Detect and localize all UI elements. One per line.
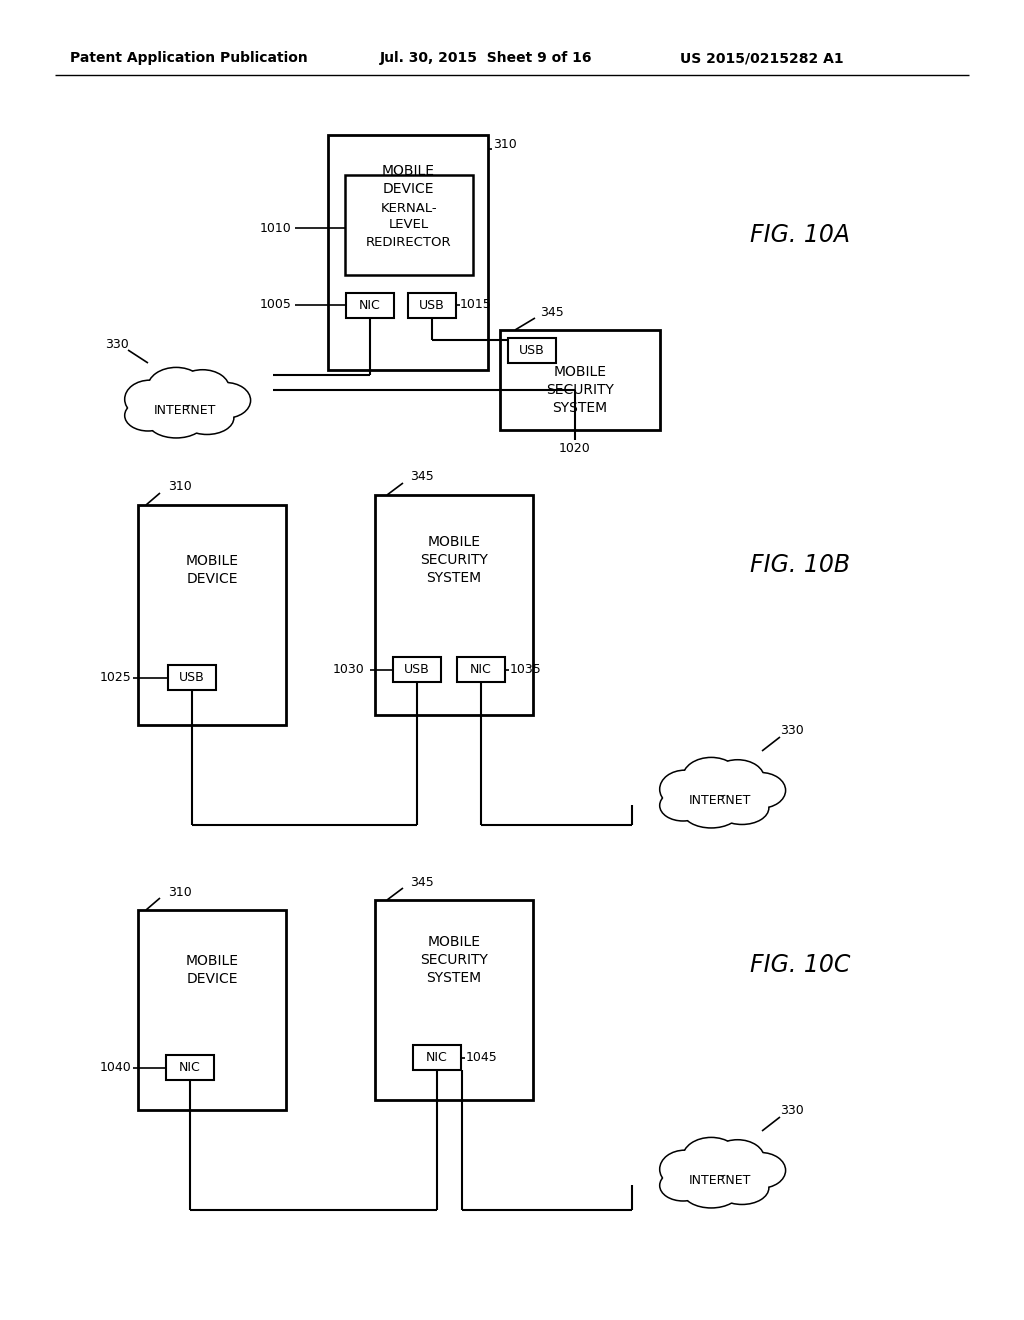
Text: USB: USB bbox=[179, 671, 205, 684]
Text: 1005: 1005 bbox=[260, 298, 292, 312]
Ellipse shape bbox=[660, 1151, 710, 1188]
Ellipse shape bbox=[737, 1154, 784, 1187]
Ellipse shape bbox=[125, 400, 171, 430]
Text: FIG. 10B: FIG. 10B bbox=[750, 553, 850, 577]
Ellipse shape bbox=[150, 407, 204, 437]
Text: 345: 345 bbox=[410, 470, 434, 483]
Text: 330: 330 bbox=[105, 338, 129, 351]
Ellipse shape bbox=[202, 384, 249, 417]
Ellipse shape bbox=[660, 791, 706, 821]
Text: MOBILE
DEVICE: MOBILE DEVICE bbox=[185, 554, 239, 586]
Ellipse shape bbox=[148, 405, 205, 437]
Bar bbox=[328, 135, 488, 370]
Ellipse shape bbox=[181, 403, 232, 433]
Text: USB: USB bbox=[404, 663, 430, 676]
Text: 1020: 1020 bbox=[559, 441, 591, 454]
Ellipse shape bbox=[662, 792, 705, 820]
Ellipse shape bbox=[150, 368, 204, 407]
Text: KERNAL-
LEVEL
REDIRECTOR: KERNAL- LEVEL REDIRECTOR bbox=[367, 202, 452, 248]
Text: 1030: 1030 bbox=[333, 663, 365, 676]
Text: 345: 345 bbox=[540, 305, 564, 318]
Ellipse shape bbox=[126, 401, 170, 429]
Text: MOBILE
SECURITY
SYSTEM: MOBILE SECURITY SYSTEM bbox=[420, 935, 488, 986]
Ellipse shape bbox=[662, 1151, 709, 1187]
Bar bbox=[345, 176, 473, 275]
Text: USB: USB bbox=[519, 345, 545, 356]
Ellipse shape bbox=[125, 380, 174, 417]
Text: Jul. 30, 2015  Sheet 9 of 16: Jul. 30, 2015 Sheet 9 of 16 bbox=[380, 51, 593, 65]
Text: NIC: NIC bbox=[179, 1061, 201, 1074]
Text: NIC: NIC bbox=[359, 300, 381, 312]
Ellipse shape bbox=[736, 774, 785, 808]
Bar bbox=[346, 293, 394, 318]
Ellipse shape bbox=[716, 1172, 768, 1204]
Text: 1010: 1010 bbox=[260, 222, 292, 235]
Ellipse shape bbox=[712, 1140, 764, 1177]
Text: 345: 345 bbox=[410, 875, 434, 888]
Bar bbox=[168, 665, 216, 690]
Ellipse shape bbox=[180, 401, 233, 434]
Ellipse shape bbox=[201, 383, 250, 417]
Ellipse shape bbox=[736, 1152, 785, 1188]
Bar bbox=[393, 657, 441, 682]
Text: 310: 310 bbox=[168, 480, 191, 494]
Text: INTERNET: INTERNET bbox=[689, 1173, 752, 1187]
Text: 330: 330 bbox=[780, 1104, 804, 1117]
Text: 330: 330 bbox=[780, 723, 804, 737]
Text: 310: 310 bbox=[168, 886, 191, 899]
Text: INTERNET: INTERNET bbox=[689, 793, 752, 807]
Ellipse shape bbox=[660, 1171, 706, 1200]
Ellipse shape bbox=[177, 371, 228, 407]
Text: MOBILE
DEVICE: MOBILE DEVICE bbox=[185, 954, 239, 986]
Text: INTERNET: INTERNET bbox=[154, 404, 216, 417]
Ellipse shape bbox=[683, 758, 739, 797]
Ellipse shape bbox=[126, 381, 173, 417]
Ellipse shape bbox=[683, 1138, 739, 1177]
Ellipse shape bbox=[713, 762, 763, 796]
Bar bbox=[408, 293, 456, 318]
Ellipse shape bbox=[684, 1176, 738, 1206]
Bar bbox=[413, 1045, 461, 1071]
Text: US 2015/0215282 A1: US 2015/0215282 A1 bbox=[680, 51, 844, 65]
Bar bbox=[375, 900, 534, 1100]
Text: MOBILE
SECURITY
SYSTEM: MOBILE SECURITY SYSTEM bbox=[420, 535, 488, 585]
Ellipse shape bbox=[683, 795, 739, 828]
Ellipse shape bbox=[713, 1142, 763, 1176]
Bar bbox=[375, 495, 534, 715]
Bar bbox=[508, 338, 556, 363]
Bar bbox=[138, 506, 286, 725]
Text: 1015: 1015 bbox=[460, 298, 492, 312]
Ellipse shape bbox=[684, 759, 738, 796]
Ellipse shape bbox=[737, 774, 784, 807]
Text: NIC: NIC bbox=[470, 663, 492, 676]
Text: MOBILE
DEVICE: MOBILE DEVICE bbox=[382, 164, 434, 197]
Ellipse shape bbox=[662, 772, 709, 807]
Bar bbox=[457, 657, 505, 682]
Ellipse shape bbox=[716, 792, 768, 824]
Bar bbox=[500, 330, 660, 430]
Text: USB: USB bbox=[419, 300, 444, 312]
Ellipse shape bbox=[683, 1175, 739, 1208]
Ellipse shape bbox=[717, 1172, 767, 1203]
Text: NIC: NIC bbox=[426, 1051, 447, 1064]
Ellipse shape bbox=[684, 796, 738, 826]
Bar bbox=[166, 1055, 214, 1080]
Ellipse shape bbox=[712, 760, 764, 797]
Text: MOBILE
SECURITY
SYSTEM: MOBILE SECURITY SYSTEM bbox=[546, 364, 614, 416]
Text: FIG. 10C: FIG. 10C bbox=[750, 953, 850, 977]
Text: Patent Application Publication: Patent Application Publication bbox=[70, 51, 308, 65]
Ellipse shape bbox=[684, 1139, 738, 1176]
Text: 1040: 1040 bbox=[100, 1061, 132, 1074]
Ellipse shape bbox=[660, 771, 710, 808]
Bar bbox=[138, 909, 286, 1110]
Text: 310: 310 bbox=[493, 139, 517, 152]
Ellipse shape bbox=[717, 792, 767, 822]
Ellipse shape bbox=[176, 370, 229, 408]
Ellipse shape bbox=[662, 1171, 705, 1200]
Text: 1025: 1025 bbox=[100, 671, 132, 684]
Text: 1045: 1045 bbox=[466, 1051, 498, 1064]
Text: 1035: 1035 bbox=[510, 663, 542, 676]
Text: FIG. 10A: FIG. 10A bbox=[750, 223, 850, 247]
Ellipse shape bbox=[148, 368, 205, 408]
